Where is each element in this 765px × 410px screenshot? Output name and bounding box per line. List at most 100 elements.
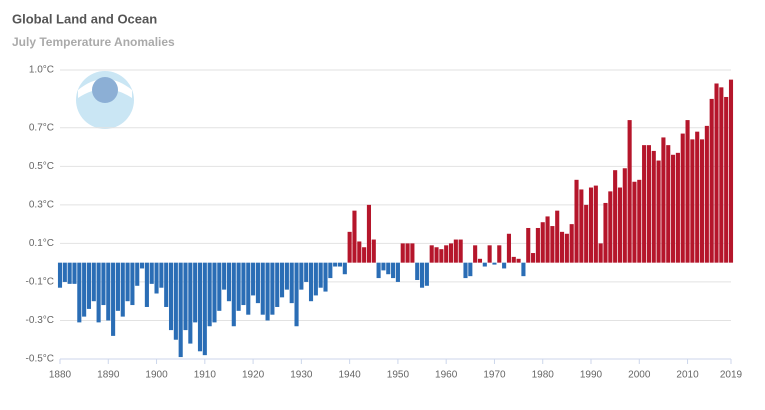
bar — [516, 258, 521, 263]
x-tick-label: 1970 — [483, 370, 506, 381]
bar — [458, 239, 463, 263]
bar — [477, 258, 483, 263]
bar — [91, 262, 96, 302]
bar — [613, 170, 618, 263]
bar — [106, 262, 111, 321]
y-tick-label: 1.0°C — [29, 65, 54, 76]
bar — [497, 245, 502, 263]
y-tick-label: 0.7°C — [29, 122, 54, 133]
bar — [724, 96, 729, 263]
bar — [415, 262, 420, 281]
bar — [96, 262, 101, 323]
x-tick-label: 1980 — [532, 370, 555, 381]
bar — [294, 262, 299, 327]
bar — [699, 139, 705, 263]
bar — [284, 262, 289, 290]
bar — [222, 262, 227, 290]
bar — [419, 262, 425, 288]
bar — [651, 150, 656, 263]
bar — [622, 168, 627, 263]
x-tick-label: 1890 — [97, 370, 120, 381]
bar — [463, 262, 468, 279]
x-tick-label: 1910 — [194, 370, 217, 381]
bar — [251, 262, 256, 296]
bar — [246, 262, 251, 315]
bar — [521, 262, 526, 277]
bar — [424, 262, 429, 286]
bar — [555, 210, 560, 263]
bar — [545, 216, 550, 263]
x-tick-label: 1940 — [339, 370, 362, 381]
y-tick-label: -0.1°C — [26, 277, 54, 288]
bar — [236, 262, 241, 311]
bar — [202, 262, 207, 356]
bar — [627, 120, 632, 263]
bar — [352, 210, 357, 263]
bar — [135, 262, 140, 286]
x-tick-label: 1880 — [49, 370, 72, 381]
bar — [212, 262, 217, 323]
bar — [603, 202, 608, 263]
bar — [675, 152, 680, 263]
bar — [531, 253, 536, 263]
bar — [429, 245, 434, 263]
bar — [400, 243, 405, 263]
bar — [646, 145, 651, 263]
bar — [304, 262, 309, 282]
bar — [671, 154, 676, 263]
bar — [115, 262, 120, 311]
bar — [685, 120, 690, 263]
bar — [511, 256, 516, 263]
y-tick-label: 0.3°C — [29, 200, 54, 211]
bar — [386, 262, 391, 275]
x-tick-label: 1950 — [387, 370, 410, 381]
bar — [690, 139, 695, 263]
bar — [328, 262, 333, 279]
x-tick-label: 1900 — [145, 370, 168, 381]
bar — [395, 262, 400, 282]
bar — [569, 224, 574, 263]
bar — [323, 262, 328, 292]
bar — [453, 239, 458, 263]
bar — [376, 262, 381, 279]
bar — [57, 262, 63, 288]
chart-title: Global Land and Ocean — [12, 11, 157, 26]
bar — [434, 247, 439, 263]
bar — [564, 233, 569, 263]
bar — [77, 262, 82, 323]
bar — [642, 145, 647, 263]
bar — [632, 181, 637, 263]
bar — [72, 262, 77, 284]
x-tick-label: 1930 — [290, 370, 313, 381]
bar — [188, 262, 193, 344]
bar — [289, 262, 294, 304]
bar — [617, 187, 623, 263]
bar — [502, 262, 507, 269]
chart-subtitle: July Temperature Anomalies — [12, 35, 175, 49]
bar — [362, 247, 367, 263]
bar — [410, 243, 415, 263]
bar — [347, 231, 352, 263]
bar — [197, 262, 203, 352]
bar — [709, 98, 714, 263]
bar — [82, 262, 87, 317]
bar — [405, 243, 410, 263]
y-tick-label: -0.3°C — [26, 315, 54, 326]
bar — [280, 262, 285, 298]
bar — [183, 262, 188, 331]
x-tick-label: 2010 — [676, 370, 699, 381]
x-tick-label: 2000 — [628, 370, 651, 381]
bar — [448, 243, 454, 263]
bar — [308, 262, 314, 302]
bar — [130, 262, 135, 306]
bar — [299, 262, 304, 290]
bar — [579, 189, 584, 263]
bar — [728, 79, 734, 263]
bar — [231, 262, 236, 327]
bar — [255, 262, 260, 304]
bar — [598, 243, 603, 263]
bar — [444, 245, 449, 263]
bar — [637, 179, 642, 263]
logo — [76, 71, 134, 129]
